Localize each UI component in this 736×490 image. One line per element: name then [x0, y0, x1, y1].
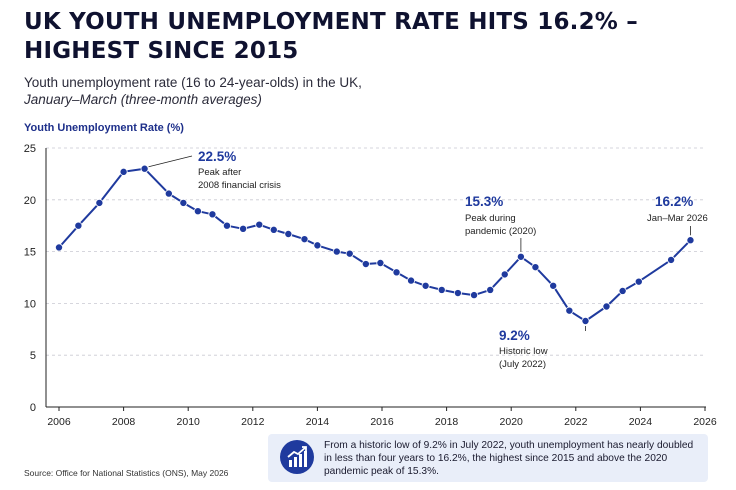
x-tick-label: 2008 [112, 416, 136, 428]
x-tick-label: 2018 [435, 416, 459, 428]
y-axis-label: Youth Unemployment Rate (%) [24, 122, 184, 134]
data-point [239, 224, 248, 233]
source-note: Source: Office for National Statistics (… [24, 468, 229, 478]
data-point [437, 285, 446, 294]
x-tick-label: 2006 [47, 416, 71, 428]
data-point [634, 277, 643, 286]
annotation-text: Peak during [465, 213, 516, 224]
data-point [208, 210, 217, 219]
data-point [686, 236, 695, 245]
data-point [332, 247, 341, 256]
data-point [453, 289, 462, 298]
x-tick-label: 2020 [500, 416, 524, 428]
data-point [140, 164, 149, 173]
series-line [58, 167, 692, 322]
subtitle-line-1: Youth unemployment rate (16 to 24-year-o… [24, 75, 362, 90]
data-point [421, 281, 430, 290]
data-point [255, 220, 264, 229]
data-point [581, 317, 590, 326]
data-point [602, 302, 611, 311]
subtitle: Youth unemployment rate (16 to 24-year-o… [24, 74, 362, 108]
annotation-value: 15.3% [465, 194, 503, 209]
insight-callout: From a historic low of 9.2% in July 2022… [268, 434, 708, 482]
annotation-text: Jan–Mar 2026 [647, 213, 708, 224]
data-point [313, 241, 322, 250]
data-point [500, 270, 509, 279]
y-tick-label: 25 [24, 143, 36, 155]
data-point [164, 189, 173, 198]
callout-text: From a historic low of 9.2% in July 2022… [324, 440, 694, 477]
x-tick-label: 2014 [306, 416, 330, 428]
annotation-text: 2008 financial crisis [198, 180, 281, 191]
data-point [361, 260, 370, 269]
data-point [407, 276, 416, 285]
data-point [55, 243, 64, 252]
annotation-value: 16.2% [655, 194, 693, 209]
x-tick-label: 2012 [241, 416, 265, 428]
data-point [222, 221, 231, 230]
annotation-text: pandemic (2020) [465, 226, 536, 237]
annotation-text: Historic low [499, 346, 548, 357]
x-tick-label: 2026 [693, 416, 717, 428]
data-point [300, 235, 309, 244]
page-title: UK YOUTH UNEMPLOYMENT RATE HITS 16.2% – … [24, 8, 724, 66]
data-point [95, 198, 104, 207]
annotation-text: Peak after [198, 167, 241, 178]
data-point [531, 263, 540, 272]
rising-chart-icon [280, 440, 314, 474]
annotation-value: 9.2% [499, 328, 530, 343]
data-point [179, 198, 188, 207]
x-tick-label: 2010 [177, 416, 201, 428]
annotation-leader [148, 155, 193, 168]
y-tick-label: 10 [24, 298, 36, 310]
data-point [516, 252, 525, 261]
data-point [345, 249, 354, 258]
data-point [618, 286, 627, 295]
annotation-text: (July 2022) [499, 359, 546, 370]
title-line-2: HIGHEST SINCE 2015 [24, 38, 299, 64]
title-line-1: UK YOUTH UNEMPLOYMENT RATE HITS 16.2% – [24, 9, 638, 35]
data-point [470, 291, 479, 300]
data-point [486, 285, 495, 294]
y-tick-label: 20 [24, 195, 36, 207]
data-point [193, 207, 202, 216]
y-tick-label: 0 [30, 402, 36, 414]
data-point [284, 229, 293, 238]
line-chart: 0 5 10 15 20 25 2006 2008 2010 2012 2014 2016 2018 20… [24, 143, 717, 428]
data-point [269, 225, 278, 234]
data-point [392, 268, 401, 277]
data-point [376, 258, 385, 267]
data-point [565, 306, 574, 315]
y-tick-label: 15 [24, 247, 36, 259]
y-tick-label: 5 [30, 350, 36, 362]
x-tick-label: 2022 [564, 416, 588, 428]
annotation-value: 22.5% [198, 149, 236, 164]
data-point [119, 167, 128, 176]
subtitle-line-2: January–March (three-month averages) [24, 92, 262, 107]
x-tick-label: 2016 [370, 416, 394, 428]
data-point [667, 255, 676, 264]
data-point [74, 221, 83, 230]
x-tick-label: 2024 [629, 416, 653, 428]
data-point [549, 281, 558, 290]
